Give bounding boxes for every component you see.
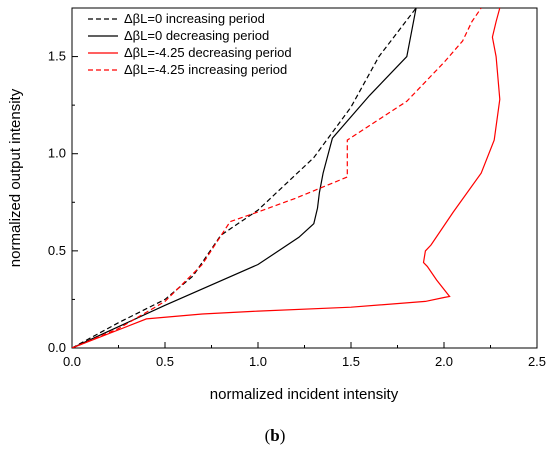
x-tick-label: 0.0 — [63, 354, 81, 369]
x-tick-label: 2.5 — [528, 354, 546, 369]
series-layer — [72, 8, 501, 348]
series-line-4 — [72, 8, 482, 348]
series-line-1 — [72, 8, 417, 348]
x-tick-label: 2.0 — [435, 354, 453, 369]
legend-entry-1: ΔβL=0 increasing period — [124, 11, 265, 26]
figure-caption: (b) — [265, 426, 286, 445]
caption-open: ( — [265, 426, 271, 445]
caption-close: ) — [280, 426, 286, 445]
caption-letter: b — [270, 426, 279, 445]
y-tick-label: 1.5 — [48, 49, 66, 64]
x-axis-label: normalized incident intensity — [210, 386, 399, 403]
legend-entry-4: ΔβL=-4.25 increasing period — [124, 62, 287, 77]
legend-entry-3: ΔβL=-4.25 decreasing period — [124, 45, 292, 60]
x-tick-label: 0.5 — [156, 354, 174, 369]
series-line-3 — [72, 8, 501, 348]
x-tick-label: 1.5 — [342, 354, 360, 369]
x-tick-label: 1.0 — [249, 354, 267, 369]
axis-ticks: 0.0 0.5 1.0 1.5 2.0 2.5 0.0 0.5 1.0 1.5 — [48, 49, 546, 369]
y-tick-label: 0.5 — [48, 243, 66, 258]
y-tick-label: 0.0 — [48, 340, 66, 355]
legend: ΔβL=0 increasing period ΔβL=0 decreasing … — [88, 11, 292, 77]
y-tick-label: 1.0 — [48, 146, 66, 161]
legend-entry-2: ΔβL=0 decreasing period — [124, 28, 269, 43]
series-line-2 — [72, 8, 417, 348]
y-axis-label: normalized output intensity — [7, 88, 24, 267]
